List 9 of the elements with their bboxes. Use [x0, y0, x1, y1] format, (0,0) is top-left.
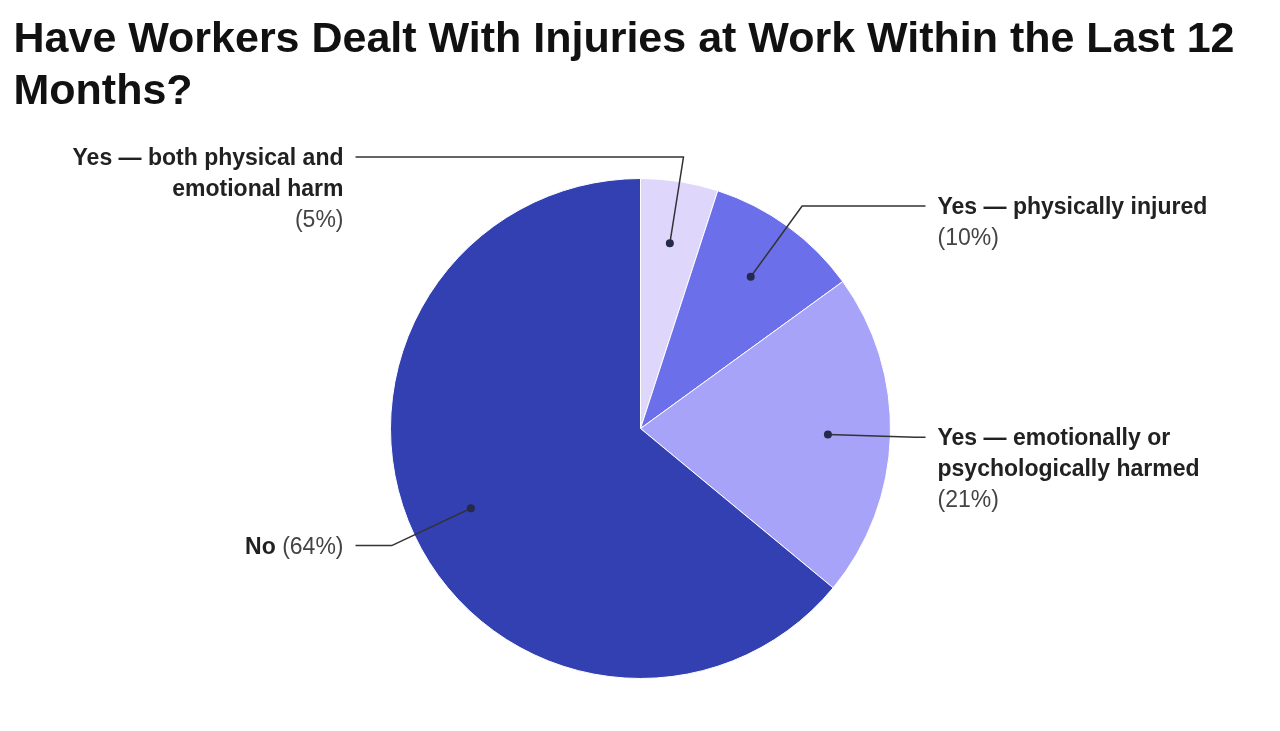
- data-label: (21%): [937, 486, 999, 513]
- data-label: (10%): [937, 224, 999, 251]
- chart-title: Have Workers Dealt With Injuries at Work Within the Last 12 Months?: [13, 12, 1235, 113]
- slice-label: No: [245, 532, 276, 559]
- slice-label: Yes — emotionally or psychologically harmed: [937, 424, 1200, 482]
- slice-label: Yes — both physical and emotional harm: [72, 143, 344, 201]
- data-label: (5%): [294, 205, 344, 232]
- slice-label: Yes — physically injured: [937, 193, 1208, 220]
- data-label: (64%): [282, 532, 344, 559]
